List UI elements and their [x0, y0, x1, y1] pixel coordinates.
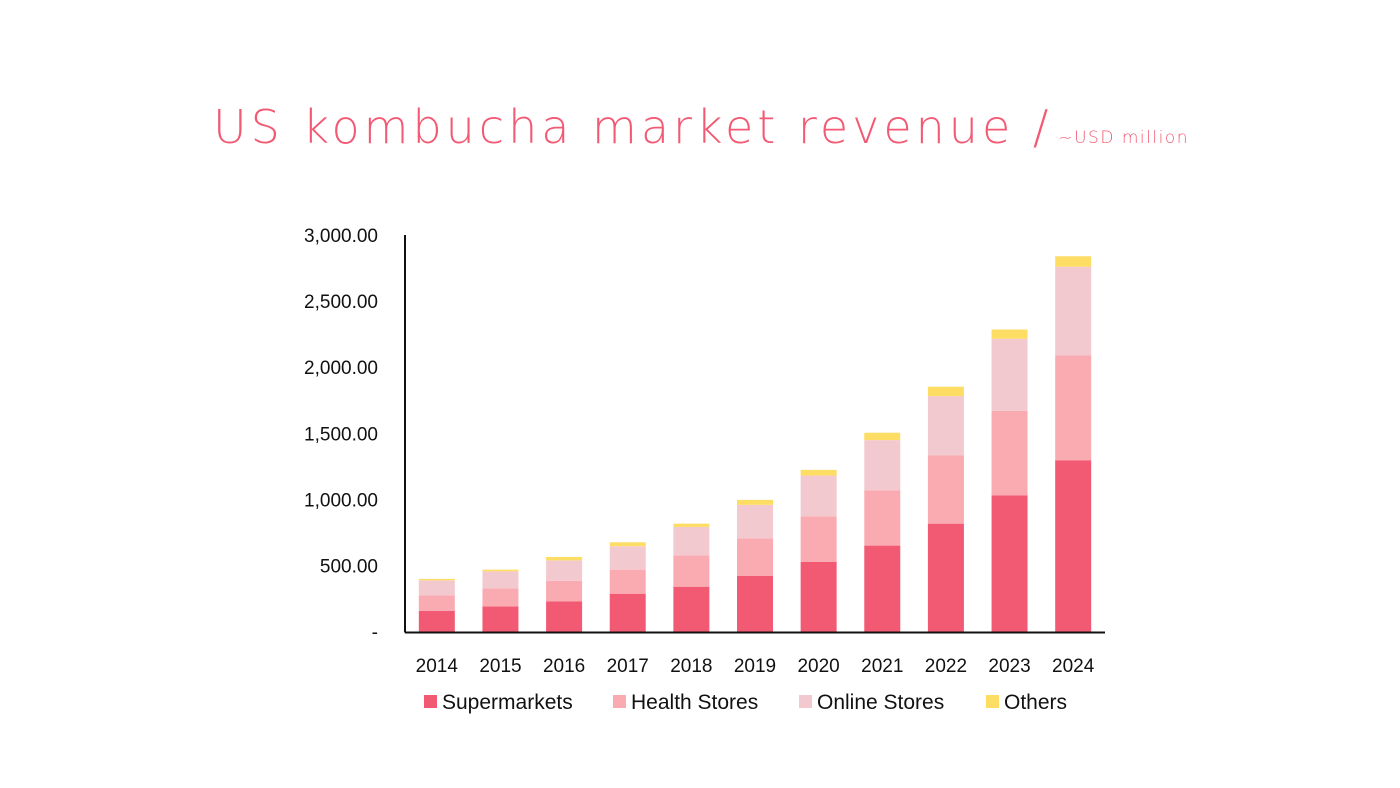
bar-segment-online-stores: [800, 475, 837, 517]
bar-segment-supermarkets: [482, 606, 519, 632]
x-tick-label: 2015: [479, 656, 521, 677]
x-tick-label: 2017: [607, 656, 649, 677]
legend-label: Supermarkets: [442, 691, 573, 714]
legend-swatch: [799, 695, 812, 708]
bar-segment-others: [927, 386, 964, 397]
bar-segment-health-stores: [673, 555, 710, 587]
bar-segment-online-stores: [673, 526, 710, 556]
bar-segment-health-stores: [800, 516, 837, 562]
x-tick-label: 2016: [543, 656, 585, 677]
bar-segment-others: [991, 329, 1028, 339]
bar-segment-others: [800, 469, 837, 476]
legend-swatch: [986, 695, 999, 708]
legend-swatch: [613, 695, 626, 708]
bar-segment-online-stores: [418, 580, 455, 596]
bar-segment-others: [609, 542, 646, 547]
bar-segment-online-stores: [546, 560, 583, 581]
bar-segment-supermarkets: [991, 495, 1028, 632]
bar-segment-supermarkets: [1055, 460, 1092, 632]
bar-segment-online-stores: [609, 546, 646, 570]
bar-segment-others: [546, 556, 583, 561]
bar-segment-health-stores: [927, 455, 964, 524]
bar-segment-others: [864, 432, 901, 441]
x-tick-label: 2022: [925, 656, 967, 677]
x-tick-label: 2014: [416, 656, 459, 677]
title-unit: ~USD million: [1058, 128, 1189, 148]
bar-segment-health-stores: [546, 580, 583, 602]
y-tick-label: 3,000.00: [304, 226, 378, 247]
bar-segment-health-stores: [482, 588, 519, 607]
bar-segment-online-stores: [1055, 266, 1092, 356]
bar-segment-others: [482, 569, 519, 572]
x-tick-label: 2021: [861, 656, 903, 677]
bar-segment-supermarkets: [927, 523, 964, 632]
bar-segment-others: [418, 578, 455, 581]
bar-segment-supermarkets: [546, 601, 583, 632]
x-tick-label: 2023: [988, 656, 1030, 677]
bar-segment-online-stores: [864, 440, 901, 491]
bar-segment-online-stores: [927, 396, 964, 456]
bar-segment-others: [737, 499, 773, 505]
x-tick-label: 2020: [797, 656, 839, 677]
y-tick-label: 2,000.00: [304, 358, 378, 379]
bar-segment-supermarkets: [800, 561, 837, 632]
y-tick-label: -: [372, 623, 378, 644]
bar-segment-health-stores: [418, 595, 455, 611]
bar-segment-health-stores: [609, 569, 646, 594]
y-tick-label: 500.00: [320, 556, 378, 577]
bar-segment-supermarkets: [609, 593, 646, 632]
chart-title: US kombucha market revenue / ~USD million: [213, 100, 1189, 154]
x-tick-label: 2024: [1052, 656, 1095, 677]
bar-segment-supermarkets: [737, 575, 773, 632]
bar-segment-others: [1055, 256, 1092, 267]
bar-segment-health-stores: [991, 410, 1028, 496]
legend-label: Online Stores: [817, 691, 944, 714]
bar-segment-health-stores: [864, 490, 901, 546]
bar-segment-supermarkets: [673, 586, 710, 632]
bar-segment-online-stores: [737, 504, 773, 539]
y-tick-label: 1,000.00: [304, 490, 378, 511]
legend-label: Health Stores: [631, 691, 758, 714]
title-main: US kombucha market revenue /: [213, 100, 1053, 154]
x-tick-label: 2018: [670, 656, 712, 677]
y-tick-label: 2,500.00: [304, 292, 378, 313]
x-tick-label: 2019: [734, 656, 776, 677]
bar-segment-health-stores: [1055, 355, 1092, 461]
bar-segment-supermarkets: [418, 610, 455, 632]
bar-segment-supermarkets: [864, 545, 901, 632]
bar-segment-online-stores: [991, 338, 1028, 411]
y-tick-label: 1,500.00: [304, 424, 378, 445]
bar-segment-online-stores: [482, 571, 519, 589]
bar-segment-others: [673, 523, 710, 527]
bar-segment-health-stores: [737, 538, 773, 576]
legend-swatch: [424, 695, 437, 708]
legend-label: Others: [1004, 691, 1067, 714]
